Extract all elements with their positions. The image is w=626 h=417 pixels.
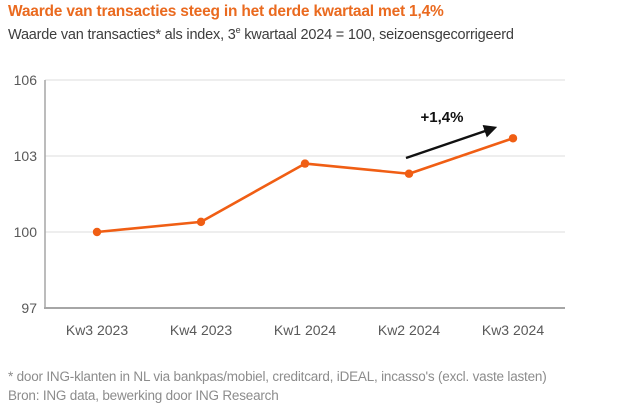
data-point-kw4-2023 — [196, 217, 206, 227]
growth-annotation-label: +1,4% — [421, 109, 464, 126]
data-point-kw2-2024 — [404, 169, 414, 178]
data-point-kw1-2024 — [300, 159, 310, 168]
subtitle-text-end: kwartaal 2024 = 100, seizoensgecorrigeer… — [240, 26, 514, 43]
footnote: * door ING-klanten in NL via bankpas/mob… — [8, 369, 547, 384]
x-tick-label-1: Kw3 2023 — [66, 322, 128, 338]
subtitle-superscript: e — [235, 25, 241, 35]
data-point-kw3-2024 — [508, 134, 518, 143]
x-tick-label-4: Kw2 2024 — [378, 322, 440, 338]
x-tick-label-3: Kw1 2024 — [274, 322, 336, 338]
series-line — [95, 136, 515, 234]
y-tick-label-100: 100 — [14, 224, 38, 240]
chart-title: Waarde van transacties steeg in het derd… — [8, 3, 444, 20]
y-tick-label-106: 106 — [14, 72, 38, 88]
source-line: Bron: ING data, bewerking door ING Resea… — [8, 388, 279, 403]
data-series — [92, 134, 518, 237]
axis-labels: 97 100 103 106 Kw3 2023 Kw4 2023 Kw1 2024 Kw2 2… — [14, 72, 545, 338]
y-tick-label-103: 103 — [14, 148, 38, 164]
x-tick-label-2: Kw4 2023 — [170, 322, 232, 338]
axes — [44, 80, 565, 309]
line-chart: 97 100 103 106 Kw3 2023 Kw4 2023 Kw1 2024 Kw2 2… — [14, 72, 565, 338]
y-tick-label-97: 97 — [21, 300, 37, 316]
x-tick-label-5: Kw3 2024 — [482, 322, 544, 338]
growth-arrow — [405, 124, 498, 160]
gridlines — [45, 79, 565, 233]
data-point-kw3-2023 — [92, 227, 102, 237]
subtitle-text-start: Waarde van transacties* als index, 3 — [8, 26, 236, 43]
chart-subtitle: Waarde van transacties* als index, 3e kw… — [8, 25, 620, 43]
annotation: +1,4% — [405, 109, 498, 160]
